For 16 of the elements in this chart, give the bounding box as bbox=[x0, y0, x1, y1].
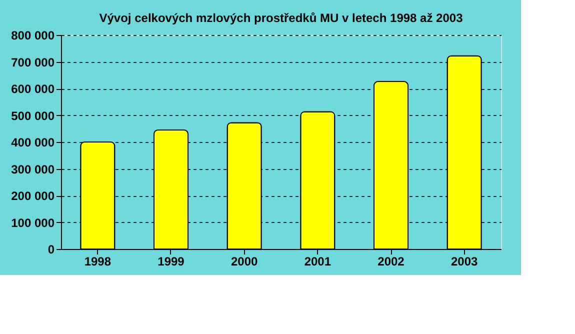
y-tick-label: 200 000 bbox=[11, 189, 55, 203]
chart-title: Vývoj celkových mzlových prostředků MU v letech 1998 až 2003 bbox=[99, 11, 464, 25]
y-tick-label: 0 bbox=[48, 242, 55, 256]
x-tick-label: 2002 bbox=[378, 254, 405, 268]
y-tick-label: 500 000 bbox=[11, 108, 55, 123]
y-tick-label: 600 000 bbox=[11, 82, 55, 96]
y-tick-label: 300 000 bbox=[11, 162, 55, 176]
x-tick-label: 2001 bbox=[304, 254, 332, 268]
x-tick-label: 1998 bbox=[84, 254, 112, 268]
x-tick-label: 1999 bbox=[158, 254, 185, 268]
y-tick-label: 100 000 bbox=[11, 216, 55, 230]
x-tick-label: 2003 bbox=[450, 254, 478, 268]
y-tick-label: 800 000 bbox=[11, 28, 55, 42]
y-tick-label: 400 000 bbox=[11, 136, 55, 150]
x-tick-label: 2000 bbox=[230, 254, 258, 268]
y-tick-label: 700 000 bbox=[11, 55, 55, 70]
